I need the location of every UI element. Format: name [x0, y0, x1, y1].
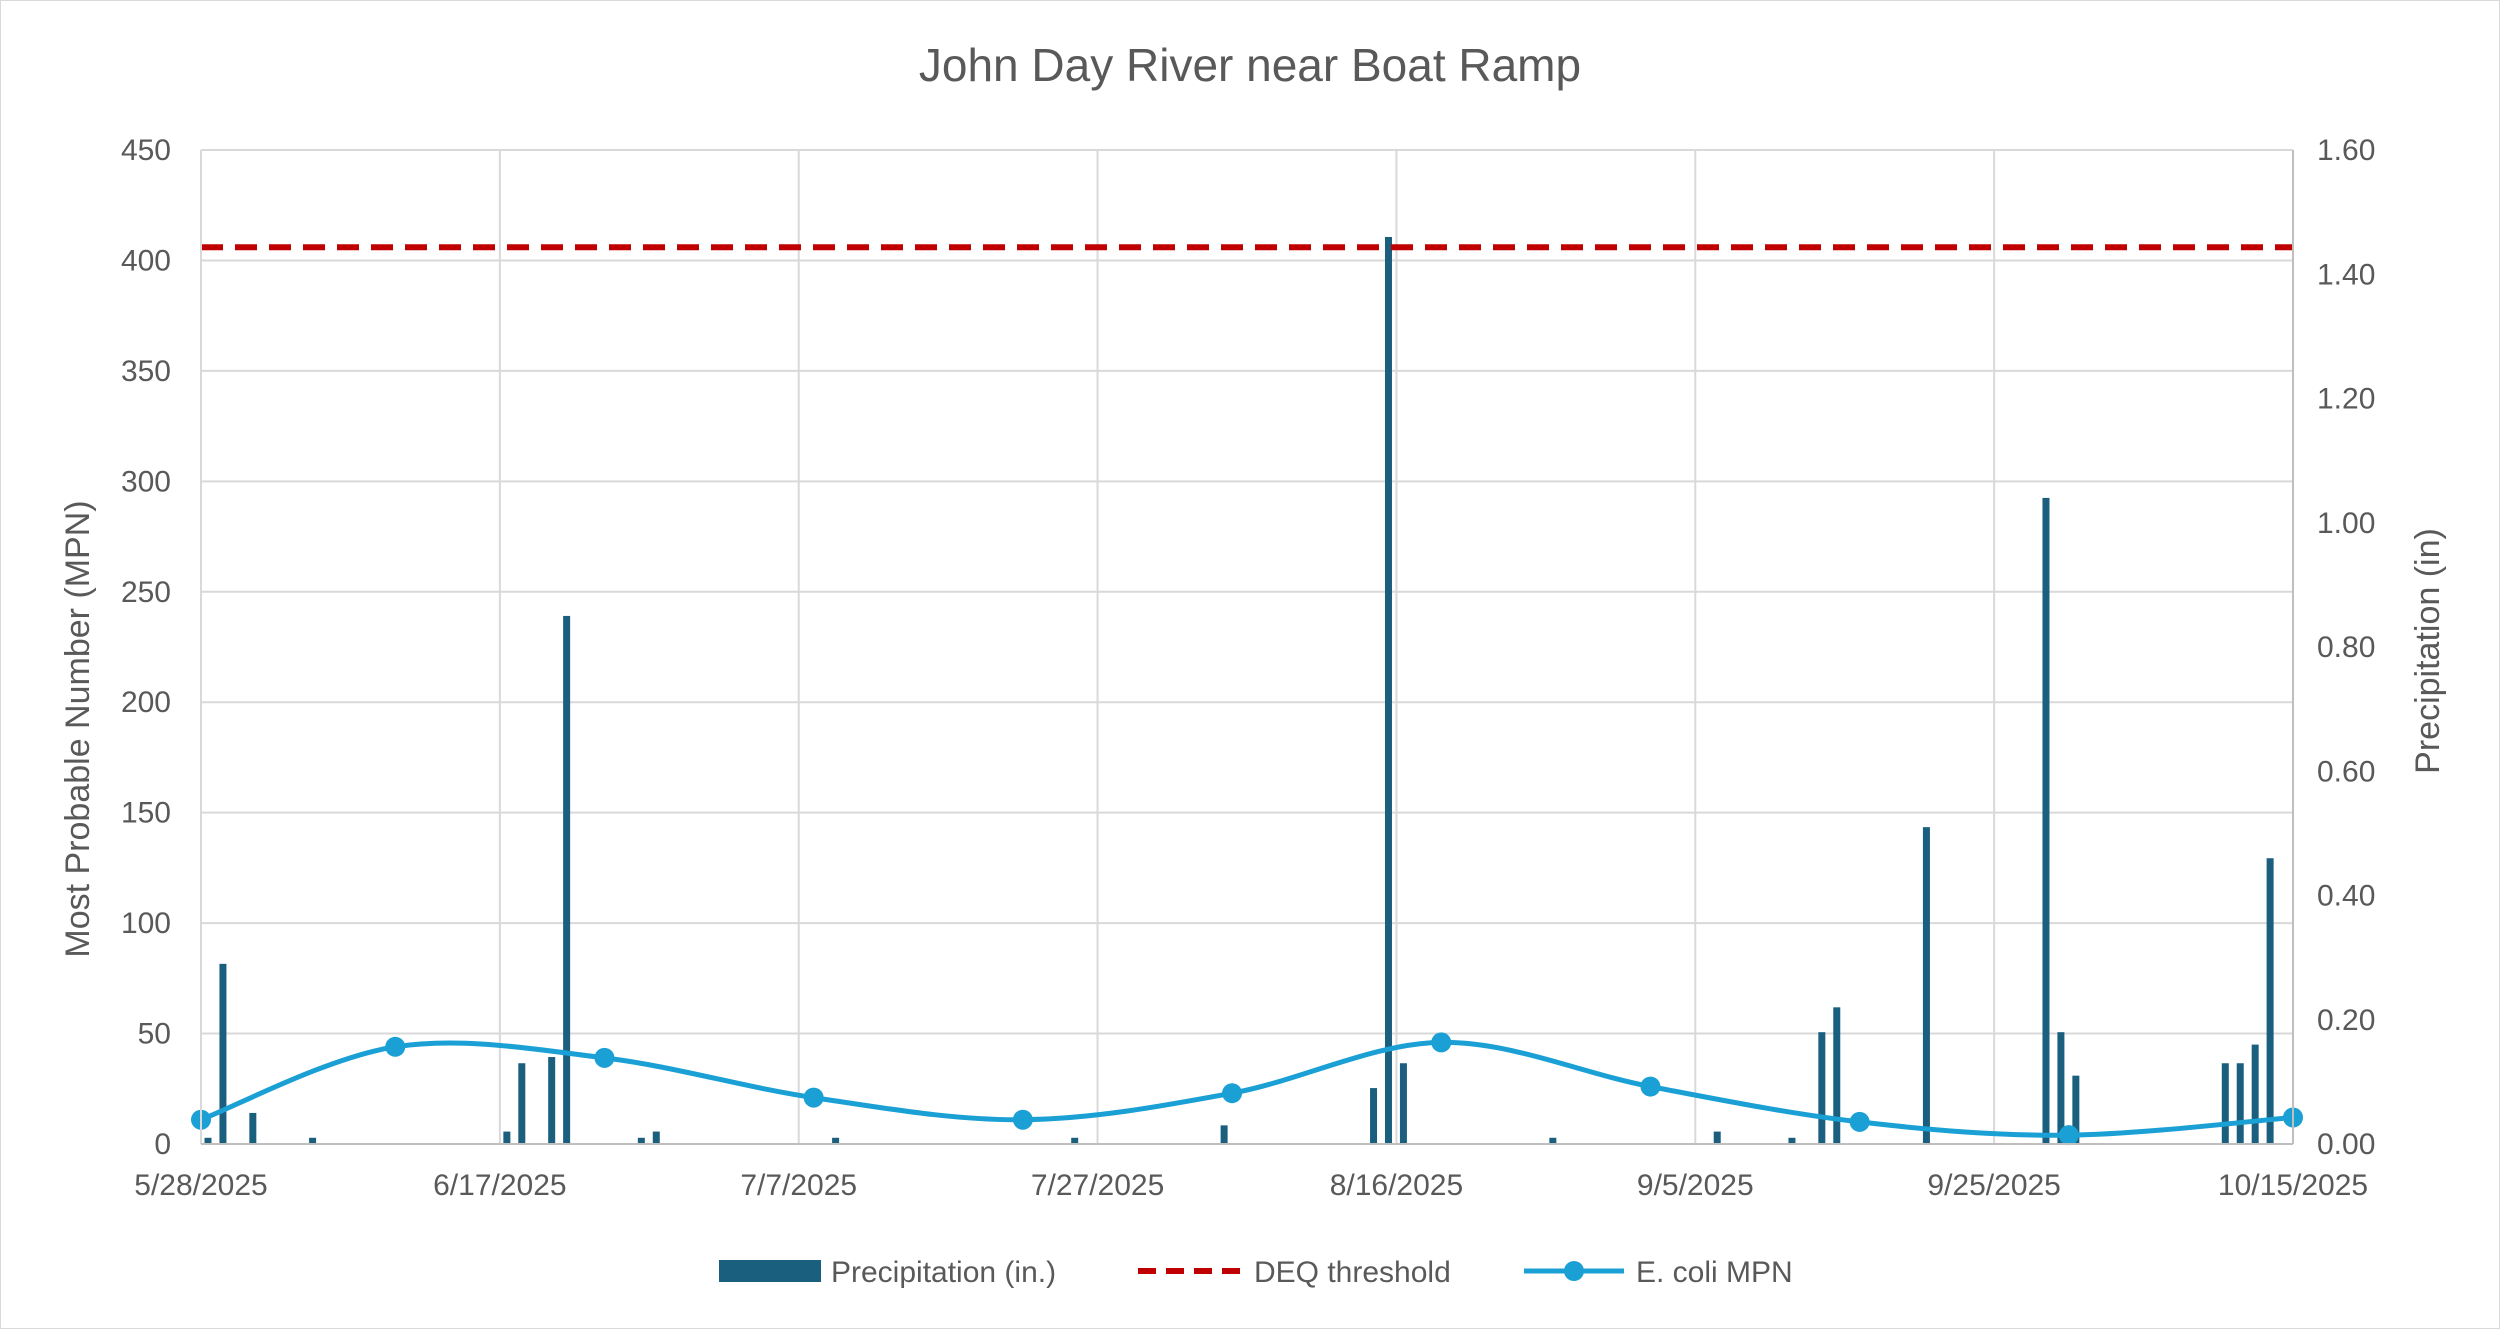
precipitation-bars	[204, 236, 2274, 1145]
x-tick-label: 8/16/2025	[1330, 1169, 1463, 1202]
precipitation-bar	[652, 1131, 660, 1144]
x-tick-label: 5/28/2025	[134, 1169, 267, 1202]
legend-ecoli-label: E. coli MPN	[1636, 1256, 1793, 1289]
x-tick-label: 9/25/2025	[1927, 1169, 2060, 1202]
precipitation-bar	[2251, 1044, 2259, 1144]
y-left-tick-label: 200	[121, 686, 171, 719]
right-axis-title: Precipitation (in)	[2409, 528, 2447, 774]
ecoli-marker	[594, 1047, 615, 1068]
precipitation-bar	[1922, 827, 1930, 1144]
precipitation-bar	[1549, 1137, 1557, 1144]
ecoli-marker	[1222, 1083, 1243, 1104]
y-right-tick-label: 1.00	[2317, 507, 2375, 540]
precipitation-bar	[1220, 1125, 1228, 1144]
precipitation-bar	[832, 1137, 840, 1144]
precipitation-bar	[249, 1112, 257, 1144]
precipitation-bar	[309, 1137, 317, 1144]
y-right-tick-label: 0.40	[2317, 880, 2375, 913]
y-left-tick-label: 450	[121, 134, 171, 167]
y-left-tick-label: 300	[121, 465, 171, 498]
precipitation-bar	[2266, 858, 2274, 1144]
y-left-tick-label: 50	[138, 1018, 171, 1051]
y-right-tick-label: 0.20	[2317, 1004, 2375, 1037]
y-left-tick-label: 350	[121, 355, 171, 388]
ecoli-marker	[1640, 1076, 1661, 1097]
precipitation-bar	[2042, 497, 2050, 1144]
legend-precipitation-label: Precipitation (in.)	[831, 1256, 1056, 1289]
precipitation-bar	[503, 1131, 511, 1144]
legend: Precipitation (in.) DEQ threshold E. col…	[719, 1256, 1793, 1289]
x-tick-label: 6/17/2025	[433, 1169, 566, 1202]
y-left-tick-label: 100	[121, 907, 171, 940]
ecoli-marker	[803, 1087, 824, 1108]
legend-precipitation-swatch	[719, 1260, 821, 1282]
ecoli-line	[200, 1039, 2294, 1138]
ecoli-series	[191, 1032, 2303, 1146]
ecoli-marker	[385, 1036, 406, 1057]
precipitation-bar	[1713, 1131, 1721, 1144]
ecoli-marker	[1849, 1111, 1870, 1132]
precipitation-bar	[2236, 1063, 2244, 1144]
precipitation-bar	[1370, 1088, 1378, 1144]
x-tick-label: 7/7/2025	[740, 1169, 857, 1202]
precipitation-bar	[1833, 1007, 1841, 1144]
y-left-tick-label: 250	[121, 576, 171, 609]
y-right-tick-label: 1.40	[2317, 258, 2375, 291]
axes: 0 50 100 150 200 250 300 350 400 450 0.00 0.20 0.40 0…	[121, 134, 2375, 1202]
ecoli-marker	[1431, 1032, 1452, 1053]
precipitation-bar	[563, 615, 571, 1144]
precipitation-bar	[2221, 1063, 2229, 1144]
precipitation-bar	[2072, 1075, 2080, 1144]
y-right-tick-label: 1.20	[2317, 383, 2375, 416]
chart-title: John Day River near Boat Ramp	[919, 39, 1581, 91]
precipitation-bar	[1071, 1137, 1079, 1144]
y-left-tick-label: 0	[154, 1128, 171, 1161]
precipitation-bar	[1384, 236, 1392, 1145]
precipitation-bar	[2057, 1032, 2065, 1144]
y-left-tick-label: 400	[121, 244, 171, 277]
x-tick-label: 9/5/2025	[1637, 1169, 1754, 1202]
left-axis-title: Most Probable Number (MPN)	[59, 500, 97, 957]
legend-ecoli-marker	[1564, 1261, 1584, 1281]
y-right-tick-label: 0.00	[2317, 1128, 2375, 1161]
precipitation-bar	[1818, 1032, 1826, 1144]
precipitation-bar	[1399, 1063, 1407, 1144]
y-right-tick-label: 1.60	[2317, 134, 2375, 167]
ecoli-marker	[2058, 1125, 2079, 1146]
x-tick-label: 7/27/2025	[1031, 1169, 1164, 1202]
ecoli-marker	[1012, 1109, 1033, 1130]
x-tick-label: 10/15/2025	[2218, 1169, 2368, 1202]
precipitation-bar	[1788, 1137, 1796, 1144]
precipitation-bar	[548, 1057, 556, 1144]
precipitation-bar	[637, 1137, 645, 1144]
legend-threshold-label: DEQ threshold	[1254, 1256, 1451, 1289]
precipitation-bar	[219, 963, 227, 1144]
y-right-tick-label: 0.60	[2317, 755, 2375, 788]
y-right-tick-label: 0.80	[2317, 631, 2375, 664]
gridlines	[201, 149, 2293, 1144]
precipitation-bar	[204, 1137, 212, 1144]
y-left-tick-label: 150	[121, 797, 171, 830]
precipitation-bar	[518, 1063, 526, 1144]
